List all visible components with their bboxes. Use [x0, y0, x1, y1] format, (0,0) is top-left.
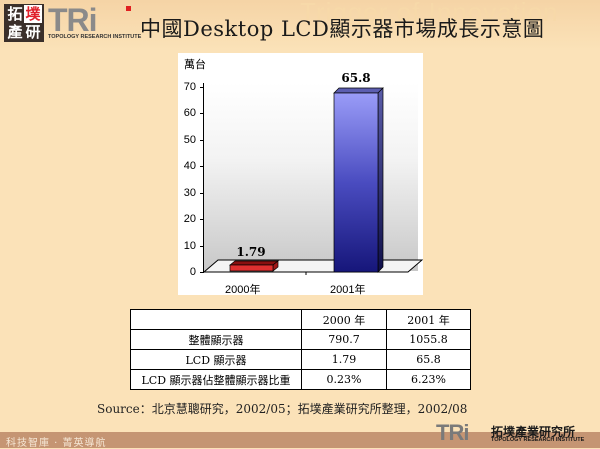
logo-char: 墣	[24, 5, 42, 23]
footer-logo-cn: 拓墣產業研究所	[491, 425, 576, 439]
table-header-cell	[130, 309, 302, 330]
table-cell: 6.23%	[386, 369, 471, 390]
y-tick-mark	[200, 140, 204, 141]
y-tick: 20	[183, 213, 196, 225]
bar-2000	[229, 260, 279, 272]
tri-logo: 拓 墣 產 研 TRi TOPOLOGY RESEARCH INSTITUTE	[4, 2, 141, 42]
y-axis-unit: 萬台	[184, 58, 206, 71]
table-header-cell: 2001 年	[386, 309, 471, 330]
table-row: LCD 顯示器佔整體顯示器比重 0.23% 6.23%	[130, 369, 471, 390]
x-tick-label: 2000年	[225, 284, 261, 296]
data-label: 65.8	[341, 71, 371, 85]
footer-logo-en: TOPOLOGY RESEARCH INSTITUTE	[491, 437, 585, 443]
footer-logo: TRi 拓墣產業研究所 TOPOLOGY RESEARCH INSTITUTE	[436, 422, 600, 446]
table-cell: 65.8	[386, 349, 471, 370]
y-tick: 0	[189, 266, 196, 278]
table-cell: 整體顯示器	[130, 329, 302, 350]
table-row: LCD 顯示器 1.79 65.8	[130, 349, 471, 370]
source-note: Source：北京慧聰研究，2002/05；拓墣產業研究所整理，2002/08	[97, 402, 468, 416]
table-cell: 790.7	[301, 329, 387, 350]
bar-2001	[333, 87, 384, 273]
table-cell: 1055.8	[386, 329, 471, 350]
y-tick: 30	[183, 187, 196, 199]
y-tick: 40	[183, 160, 196, 172]
y-tick: 60	[183, 107, 196, 119]
logo-char: 拓	[7, 5, 23, 23]
x-tick-label: 2001年	[330, 284, 366, 296]
y-tick-mark	[200, 87, 204, 88]
y-tick-mark	[200, 113, 204, 114]
y-tick-mark	[200, 193, 204, 194]
footer-slogan: 科技智庫 ‧ 菁英導航	[6, 438, 107, 449]
table-row: 整體顯示器 790.7 1055.8	[130, 329, 471, 350]
y-tick: 50	[183, 134, 196, 146]
table-header-row: 2000 年 2001 年	[130, 309, 471, 330]
y-tick-mark	[200, 166, 204, 167]
data-table: 2000 年 2001 年 整體顯示器 790.7 1055.8 LCD 顯示器…	[130, 309, 471, 390]
header-background	[0, 0, 600, 50]
footer-logo-tri: TRi	[436, 420, 469, 445]
page-title: 中國Desktop LCD顯示器市場成長示意圖	[140, 17, 545, 41]
table-cell: LCD 顯示器	[130, 349, 302, 370]
logo-cjk-block: 拓 墣 產 研	[4, 4, 44, 42]
y-tick-mark	[200, 219, 204, 220]
logo-tri-text: TRi	[48, 2, 98, 38]
y-tick-mark	[200, 246, 204, 247]
y-tick: 70	[183, 81, 196, 93]
data-label: 1.79	[236, 245, 266, 259]
logo-char: 產	[7, 23, 23, 41]
table-cell: 0.23%	[301, 369, 387, 390]
y-tick: 10	[183, 240, 196, 252]
bar-chart: 萬台 0 10 20 30 40 50 60 70 1.79	[178, 53, 423, 296]
table-cell: LCD 顯示器佔整體顯示器比重	[130, 369, 302, 390]
y-tick-mark	[200, 272, 204, 273]
tagline: Trigger of Innovation	[300, 0, 559, 27]
logo-subtitle: TOPOLOGY RESEARCH INSTITUTE	[48, 34, 142, 40]
y-axis	[203, 83, 204, 273]
logo-dot-icon	[126, 6, 131, 11]
logo-char: 研	[25, 23, 41, 41]
table-cell: 1.79	[301, 349, 387, 370]
table-header-cell: 2000 年	[301, 309, 387, 330]
footer-bar	[0, 432, 600, 448]
